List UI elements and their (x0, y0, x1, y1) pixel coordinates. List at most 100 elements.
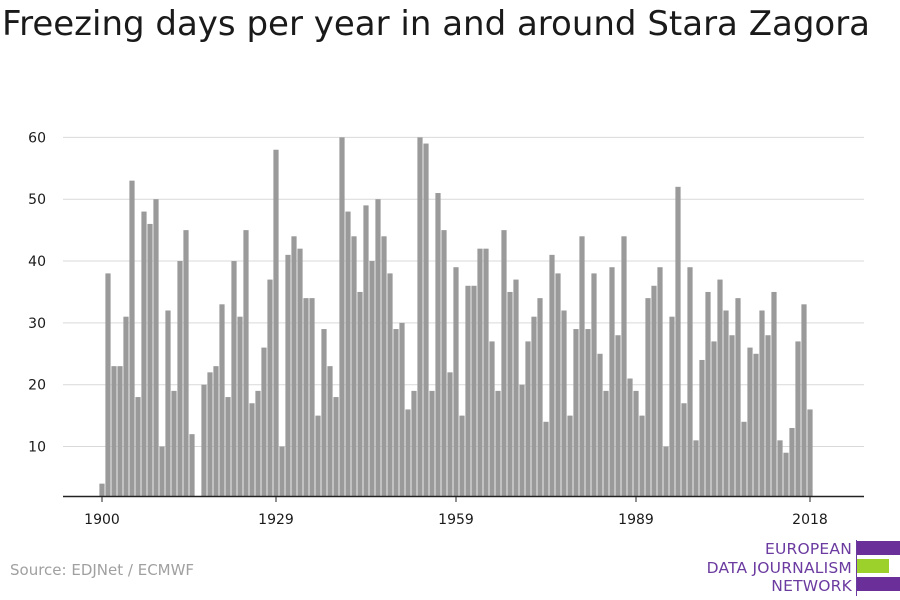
bar-1982 (591, 273, 597, 496)
bar-1932 (291, 236, 297, 497)
bar-1995 (669, 316, 675, 496)
bar-1988 (627, 378, 633, 496)
bar-1908 (147, 223, 153, 496)
bar-1979 (573, 329, 579, 496)
bar-2004 (723, 310, 729, 496)
bar-1966 (495, 390, 501, 496)
bar-1956 (435, 193, 441, 496)
bar-1921 (225, 397, 231, 496)
bar-1950 (399, 322, 405, 496)
bar-1909 (153, 199, 159, 496)
bar-1917 (201, 384, 207, 496)
logo-bar-purple-bottom (857, 577, 900, 591)
bar-2012 (771, 291, 777, 496)
bar-2013 (777, 440, 783, 496)
bar-1938 (327, 366, 333, 496)
bar-1903 (117, 366, 123, 496)
logo-line-3: NETWORK (771, 577, 852, 595)
bar-1911 (165, 310, 171, 496)
bar-2001 (705, 291, 711, 496)
bar-1935 (309, 298, 315, 496)
x-tick-label-2018: 2018 (792, 512, 828, 528)
bar-1953 (417, 137, 423, 496)
bar-1989 (633, 390, 639, 496)
logo-line-2: DATA JOURNALISM (706, 559, 852, 577)
bar-1915 (189, 434, 195, 496)
chart-title: Freezing days per year in and around Sta… (2, 4, 871, 44)
bar-2003 (717, 279, 723, 496)
y-tick-label-60: 60 (28, 130, 46, 146)
bar-2009 (753, 353, 759, 496)
bar-1949 (393, 329, 399, 496)
bar-2000 (699, 359, 705, 496)
bar-1927 (261, 347, 267, 496)
bar-1913 (177, 261, 183, 496)
bar-1991 (645, 298, 651, 496)
bar-1931 (285, 254, 291, 496)
bar-1955 (429, 390, 435, 496)
bar-1980 (579, 236, 585, 497)
bar-2017 (801, 304, 807, 496)
bar-1942 (351, 236, 357, 497)
bar-1972 (531, 316, 537, 496)
bar-1964 (483, 248, 489, 496)
bar-1923 (237, 316, 243, 496)
bar-1902 (111, 366, 117, 496)
bar-1900 (99, 483, 105, 496)
bar-1954 (423, 143, 429, 497)
edjnet-logo: EUROPEAN DATA JOURNALISM NETWORK (705, 538, 900, 598)
bar-1914 (183, 230, 189, 496)
bar-1998 (687, 267, 693, 496)
bar-1993 (657, 267, 663, 496)
bar-1907 (141, 211, 147, 497)
y-tick-label-10: 10 (28, 440, 46, 456)
logo-bar-green (857, 559, 889, 573)
bar-1936 (315, 415, 321, 496)
bar-2014 (783, 452, 789, 496)
bar-1983 (597, 353, 603, 496)
bar-1965 (489, 341, 495, 496)
bar-1997 (681, 403, 687, 496)
bar-1948 (387, 273, 393, 496)
bar-1940 (339, 137, 345, 496)
bar-1922 (231, 261, 237, 496)
bar-1912 (171, 390, 177, 496)
bar-1969 (513, 279, 519, 496)
bar-2008 (747, 347, 753, 496)
bar-1943 (357, 291, 363, 496)
x-tick-label-1959: 1959 (438, 512, 474, 528)
x-tick-label-1929: 1929 (258, 512, 294, 528)
bar-1951 (405, 409, 411, 496)
bar-1941 (345, 211, 351, 497)
bar-1918 (207, 372, 213, 496)
bar-1986 (615, 335, 621, 496)
bar-1996 (675, 186, 681, 497)
bar-1904 (123, 316, 129, 496)
bar-1901 (105, 273, 111, 496)
bar-2016 (795, 341, 801, 496)
bar-2018 (807, 409, 813, 496)
bar-2007 (741, 421, 747, 496)
bar-1926 (255, 390, 261, 496)
bar-1933 (297, 248, 303, 496)
bar-1961 (465, 285, 471, 496)
bar-1952 (411, 390, 417, 496)
bar-1963 (477, 248, 483, 496)
x-tick-label-1900: 1900 (84, 512, 120, 528)
bar-1929 (273, 149, 279, 496)
bar-1937 (321, 329, 327, 496)
bar-1973 (537, 298, 543, 496)
logo-bar-purple-top (857, 541, 900, 555)
bar-1958 (447, 372, 453, 496)
y-tick-label-30: 30 (28, 316, 46, 332)
bar-1946 (375, 199, 381, 496)
bar-1992 (651, 285, 657, 496)
bar-1947 (381, 236, 387, 497)
bar-1987 (621, 236, 627, 497)
bar-1968 (507, 291, 513, 496)
bar-1976 (555, 273, 561, 496)
bar-1960 (459, 415, 465, 496)
bar-1920 (219, 304, 225, 496)
bar-1975 (549, 254, 555, 496)
bar-1957 (441, 230, 447, 496)
